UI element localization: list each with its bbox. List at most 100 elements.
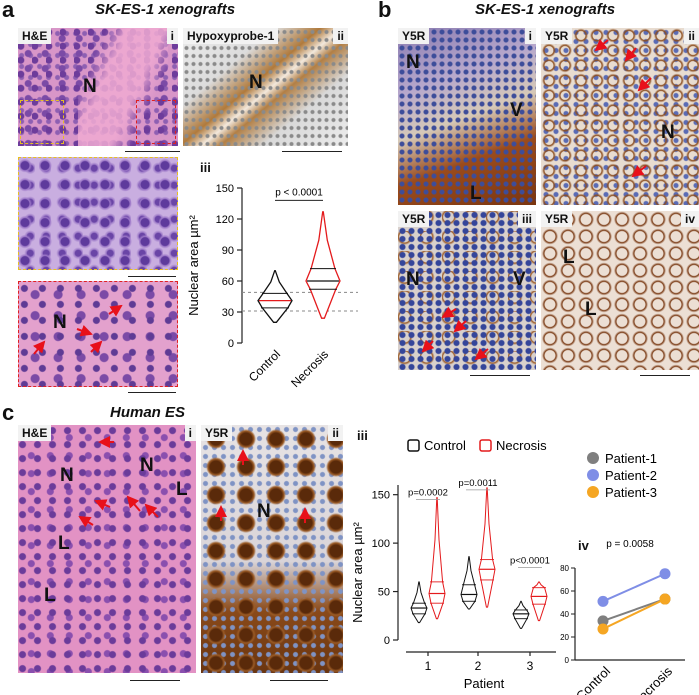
panel-a-zoom-n: N — [53, 312, 67, 333]
inset-box-yellow — [20, 100, 64, 144]
scale-bar — [282, 151, 342, 153]
panel-a-ii-n: N — [249, 72, 263, 93]
panel-c-i-tag: H&E — [18, 425, 52, 441]
legend-label: Necrosis — [496, 438, 547, 453]
red-arrows — [215, 449, 311, 523]
x-tick-label: Necrosis — [629, 663, 676, 695]
y-tick-label: 60 — [560, 587, 569, 596]
scale-bar — [640, 375, 690, 377]
legend-swatch — [479, 439, 492, 452]
panel-b-iv-image: Y5R iv L L — [541, 211, 699, 370]
panel-a-i-n: N — [83, 76, 97, 97]
violin — [428, 497, 446, 620]
p-value-label: p<0.0001 — [510, 555, 550, 566]
series-line — [602, 572, 666, 603]
panel-b-ii-n: N — [661, 122, 675, 143]
x-tick-label: 1 — [425, 659, 432, 673]
x-tick-label: Control — [246, 347, 283, 384]
panel-b-iv-l2: L — [585, 299, 597, 320]
chart-c-paired: Patient-1 Patient-2 Patient-3 p = 0.0058 0 20… — [560, 451, 685, 695]
panel-b-iv-index: iv — [680, 211, 699, 227]
panel-c-letter: c — [2, 400, 15, 425]
panel-a-title: SK-ES-1 xenografts — [95, 1, 236, 18]
y-tick-label: 50 — [378, 587, 390, 599]
data-point — [597, 595, 609, 607]
p-value-label: p = 0.0058 — [606, 539, 654, 550]
y-tick-label: 30 — [222, 307, 234, 319]
panel-b-i-tag: Y5R — [398, 28, 430, 44]
data-point — [659, 568, 671, 580]
panel-c-i-label: N — [60, 465, 74, 486]
panel-b-letter: b — [378, 0, 392, 22]
panel-a-zoom-yellow — [18, 157, 178, 270]
y-tick-label: 90 — [222, 245, 234, 257]
red-arrows — [78, 436, 159, 528]
violin — [305, 211, 341, 319]
y-tick-label: 150 — [216, 183, 234, 195]
panel-c-i-label: L — [58, 533, 70, 554]
panel-b-ii-tag: Y5R — [541, 28, 573, 44]
panel-b-title: SK-ES-1 xenografts — [475, 1, 616, 18]
panel-c-iv-index: iv — [578, 538, 589, 553]
violin — [478, 487, 496, 608]
p-value-label: p=0.0002 — [408, 488, 448, 499]
y-tick-label: 100 — [372, 538, 390, 550]
scale-bar — [130, 680, 180, 682]
violin — [410, 581, 428, 624]
y-tick-label: 0 — [228, 338, 234, 350]
y-tick-label: 20 — [560, 633, 569, 642]
panel-c-ii-n: N — [257, 501, 271, 522]
panel-b-iii-n: N — [406, 269, 420, 290]
panel-a-hypoxyprobe-image: Hypoxyprobe-1 ii N — [183, 28, 348, 146]
panel-b-i-n: N — [406, 52, 420, 73]
violin — [257, 270, 293, 323]
violin — [530, 581, 548, 622]
scale-bar — [470, 375, 530, 377]
data-point — [659, 593, 671, 605]
panel-b-i-v: V — [510, 100, 523, 121]
panel-a-chart-index: iii — [200, 160, 211, 175]
panel-a-i-index: i — [166, 28, 178, 44]
panel-a-zoom-red: N — [18, 281, 178, 387]
panel-c-i-index: i — [184, 425, 196, 441]
panel-c-iii-index: iii — [357, 428, 368, 443]
panel-b-i-image: Y5R i N V L — [398, 28, 536, 205]
legend-label: Patient-3 — [605, 485, 657, 500]
x-tick-label: 2 — [475, 659, 482, 673]
scale-bar — [128, 392, 176, 394]
panel-c-ii-tag: Y5R — [201, 425, 233, 441]
red-arrows — [32, 304, 123, 355]
panel-b-ii-image: Y5R ii N — [541, 28, 699, 205]
scale-bar — [270, 680, 328, 682]
red-arrows — [421, 306, 489, 361]
panel-c-he-image: H&E i N N L L L — [18, 425, 196, 673]
scale-bar — [125, 151, 180, 153]
y-tick-label: 80 — [560, 564, 569, 573]
legend-swatch — [407, 439, 420, 452]
x-tick-label: Necrosis — [288, 347, 331, 390]
panel-b-iv-l1: L — [563, 247, 575, 268]
series-line — [602, 598, 666, 630]
y-tick-label: 40 — [560, 610, 569, 619]
y-tick-label: 0 — [565, 656, 570, 665]
y-axis-label: Nuclear area µm² — [350, 521, 365, 622]
panel-c-i-label: L — [176, 479, 188, 500]
panel-a-letter: a — [2, 0, 15, 22]
panel-c-ii-index: ii — [328, 425, 343, 441]
scale-bar — [128, 276, 176, 278]
panel-a-i-tag: H&E — [18, 28, 52, 44]
y-tick-label: 150 — [372, 490, 390, 502]
panel-a-ii-index: ii — [333, 28, 348, 44]
data-point — [597, 615, 609, 627]
panel-b-ii-index: ii — [684, 28, 699, 44]
legend-marker — [587, 486, 599, 498]
panel-b-i-l: L — [470, 183, 482, 204]
panel-b-iii-image: Y5R iii N V — [398, 211, 536, 370]
violin — [460, 556, 478, 610]
data-point — [597, 623, 609, 635]
inset-box-red — [136, 100, 176, 144]
panel-b-iii-tag: Y5R — [398, 211, 430, 227]
x-tick-label: Control — [573, 663, 613, 695]
x-axis-label: Patient — [464, 676, 505, 690]
y-tick-label: 60 — [222, 276, 234, 288]
